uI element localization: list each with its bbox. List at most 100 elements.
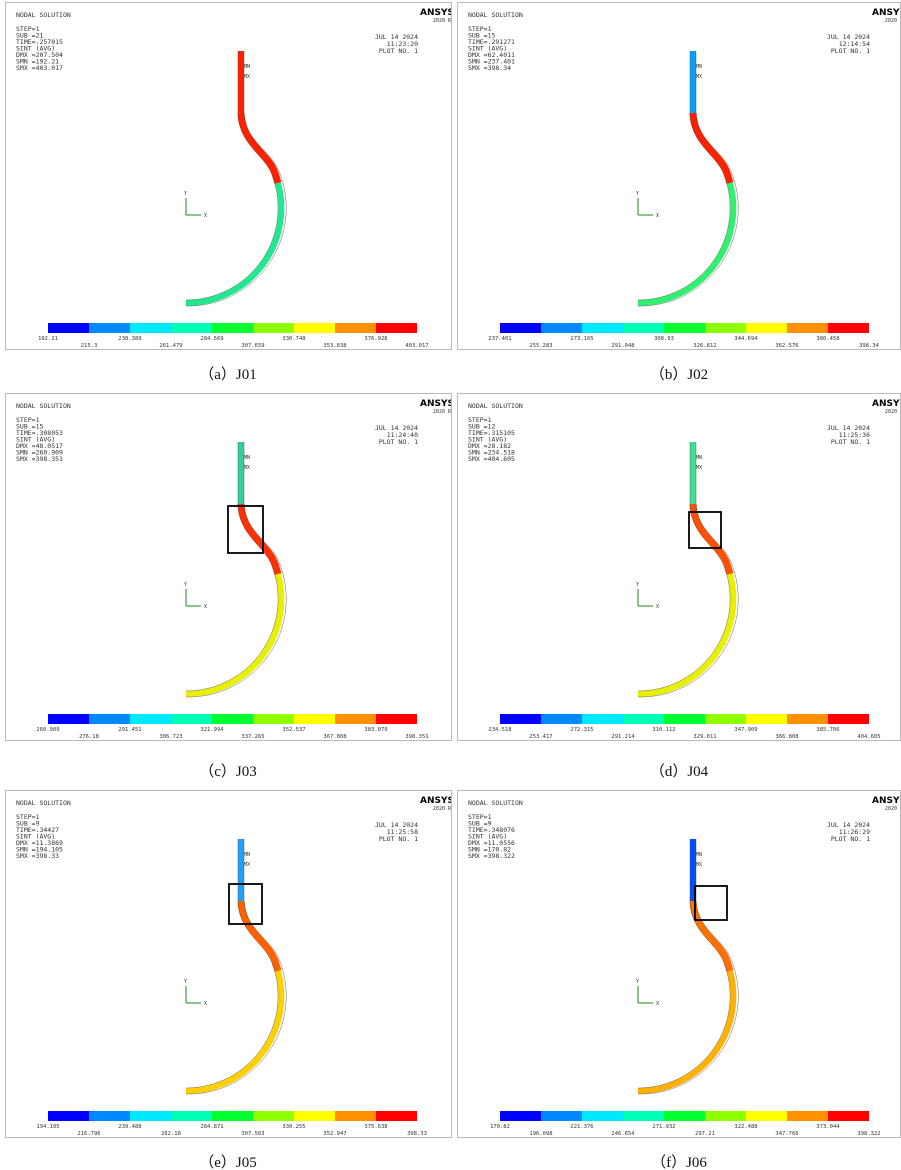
axis-triad [186, 986, 201, 1003]
triad-y: Y [636, 582, 639, 588]
caption: （a）J01 [78, 363, 378, 384]
legend-swatch [787, 714, 828, 724]
info-line: SMX =403.017 [16, 64, 63, 72]
legend-label: 238.389 [118, 336, 141, 342]
legend-swatch [623, 1111, 664, 1121]
triad-y: Y [636, 979, 639, 985]
logo: ANSYS [872, 796, 901, 806]
logo: ANSYS [420, 399, 452, 409]
plot-title: NODAL SOLUTION [468, 402, 523, 410]
legend-label: 385.706 [816, 727, 839, 733]
legend-label: 352.537 [282, 727, 305, 733]
legend-label: 373.044 [816, 1124, 840, 1130]
plot-title: NODAL SOLUTION [468, 799, 523, 807]
legend-swatch [787, 1111, 828, 1121]
legend-label: 272.315 [570, 727, 593, 733]
version: 2020 R2 [885, 18, 901, 24]
bend [241, 113, 278, 183]
legend-swatch [664, 714, 705, 724]
bend [693, 504, 730, 574]
marker-mx: MX [244, 862, 250, 868]
legend-label: 284.871 [200, 1124, 223, 1130]
caption: （f）J06 [529, 1151, 829, 1170]
caption: （e）J05 [78, 1151, 378, 1170]
marker-mn: MN [244, 852, 250, 858]
legend-label: 310.112 [652, 727, 675, 733]
legend-swatch [171, 1111, 212, 1121]
legend-swatch [828, 1111, 869, 1121]
panel-plot: NODAL SOLUTIONANSYS2020 R2STEP=1SUB =15T… [458, 3, 901, 350]
legend-label: 234.518 [488, 727, 511, 733]
legend-label: 398.322 [857, 1131, 880, 1137]
legend-label: 262.18 [161, 1131, 181, 1137]
legend-label: 398.34 [859, 343, 880, 349]
outline [186, 51, 286, 306]
legend-label: 344.694 [734, 336, 758, 342]
marker-mn: MN [696, 852, 702, 858]
legend-label: 376.928 [364, 336, 387, 342]
outline [638, 51, 738, 306]
legend-label: 367.808 [323, 734, 346, 740]
legend-label: 239.488 [118, 1124, 141, 1130]
legend-label: 308.93 [654, 336, 674, 342]
arc [638, 574, 733, 694]
legend-label: 215.3 [81, 343, 98, 349]
triad-x: X [656, 1001, 659, 1007]
arc [186, 971, 281, 1091]
plot-number: PLOT NO. 1 [379, 47, 418, 55]
legend-label: 194.105 [36, 1124, 59, 1130]
info-line: SMX =398.34 [468, 64, 511, 72]
info-line: SMX =398.351 [16, 455, 63, 463]
legend-label: 273.165 [570, 336, 593, 342]
marker-mn: MN [244, 64, 250, 70]
version: 2020 R2 [885, 806, 901, 812]
caption: （b）J02 [529, 363, 829, 384]
legend-swatch [541, 1111, 582, 1121]
legend-swatch [664, 323, 705, 333]
outline [186, 442, 286, 697]
legend-swatch [335, 714, 376, 724]
panel: NODAL SOLUTIONANSYS2020 R2STEP=1SUB =15T… [457, 2, 901, 350]
legend-label: 297.21 [695, 1131, 715, 1137]
legend-label: 403.017 [405, 343, 428, 349]
legend-label: 366.808 [775, 734, 798, 740]
marker-mx: MX [244, 465, 250, 471]
legend-label: 271.932 [652, 1124, 675, 1130]
legend-label: 291.048 [611, 343, 634, 349]
legend-label: 375.638 [364, 1124, 387, 1130]
legend-label: 196.098 [529, 1131, 552, 1137]
triad-x: X [204, 213, 207, 219]
marker-mx: MX [696, 862, 702, 868]
plot-number: PLOT NO. 1 [831, 835, 870, 843]
panel-plot: NODAL SOLUTIONANSYS2020 R2STEP=1SUB =9TI… [6, 791, 452, 1138]
legend-label: 307.563 [241, 1131, 264, 1137]
legend-swatch [130, 1111, 171, 1121]
logo: ANSYS [420, 8, 452, 18]
legend-swatch [746, 323, 787, 333]
version: 2020 R2 [885, 409, 901, 415]
legend-label: 326.812 [693, 343, 716, 349]
marker-mx: MX [244, 74, 250, 80]
legend-label: 253.417 [529, 734, 552, 740]
legend-label: 380.458 [816, 336, 839, 342]
figure: NODAL SOLUTIONANSYS2020 R2STEP=1SUB =21T… [0, 0, 901, 1170]
triad-y: Y [184, 979, 187, 985]
arc [638, 971, 733, 1091]
legend-swatch [253, 1111, 294, 1121]
legend-label: 337.265 [241, 734, 264, 740]
legend-label: 192.21 [38, 336, 58, 342]
legend-label: 383.079 [364, 727, 387, 733]
legend-label: 352.947 [323, 1131, 346, 1137]
legend-swatch [130, 323, 171, 333]
legend-swatch [253, 323, 294, 333]
info-line: SMX =404.605 [468, 455, 515, 463]
arc [186, 574, 281, 694]
plot-title: NODAL SOLUTION [16, 799, 71, 807]
triad-x: X [204, 604, 207, 610]
legend-swatch [130, 714, 171, 724]
bend [241, 901, 278, 971]
legend-swatch [828, 323, 869, 333]
version: 2020 R2 [433, 409, 452, 415]
legend-label: 321.994 [200, 727, 224, 733]
